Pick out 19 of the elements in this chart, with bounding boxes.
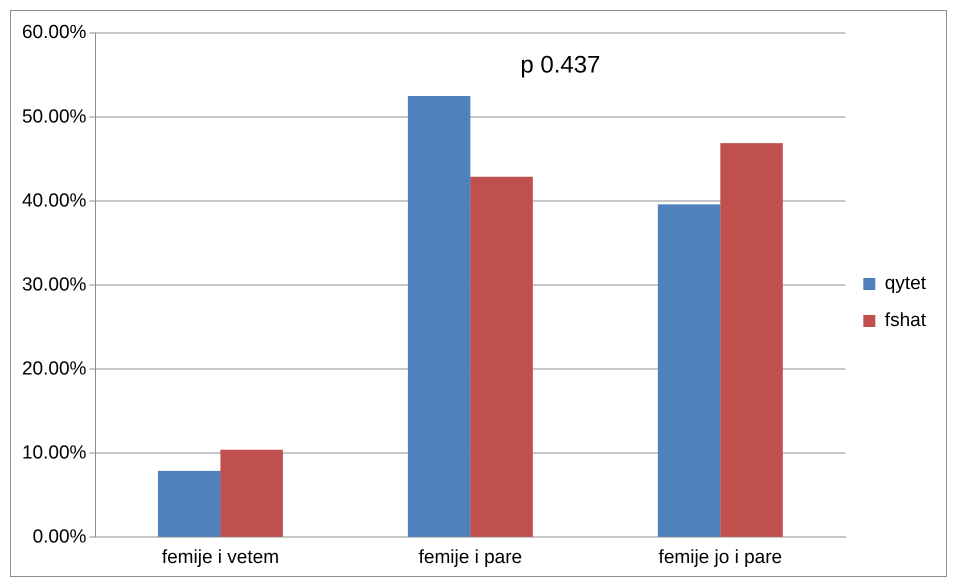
- legend-label: qytet: [884, 273, 927, 294]
- x-tick-label: femije i pare: [418, 546, 522, 568]
- x-tick-label: femije jo i pare: [658, 546, 782, 568]
- bar: [470, 176, 533, 537]
- y-tick-label: 60.00%: [22, 22, 87, 44]
- y-tick-label: 40.00%: [22, 190, 87, 212]
- y-tick-label: 0.00%: [32, 526, 87, 548]
- bar: [408, 96, 470, 537]
- y-tick-label: 10.00%: [22, 442, 87, 464]
- bar: [720, 143, 783, 537]
- y-tick-label: 50.00%: [22, 106, 87, 128]
- bar: [220, 450, 283, 537]
- bar: [658, 204, 720, 537]
- y-tick-label: 20.00%: [22, 358, 87, 380]
- annotation: p 0.437: [520, 52, 600, 79]
- x-tick-label: femije i vetem: [162, 546, 280, 568]
- legend-label: fshat: [884, 310, 927, 332]
- bar: [158, 470, 220, 537]
- y-tick-label: 30.00%: [22, 274, 87, 296]
